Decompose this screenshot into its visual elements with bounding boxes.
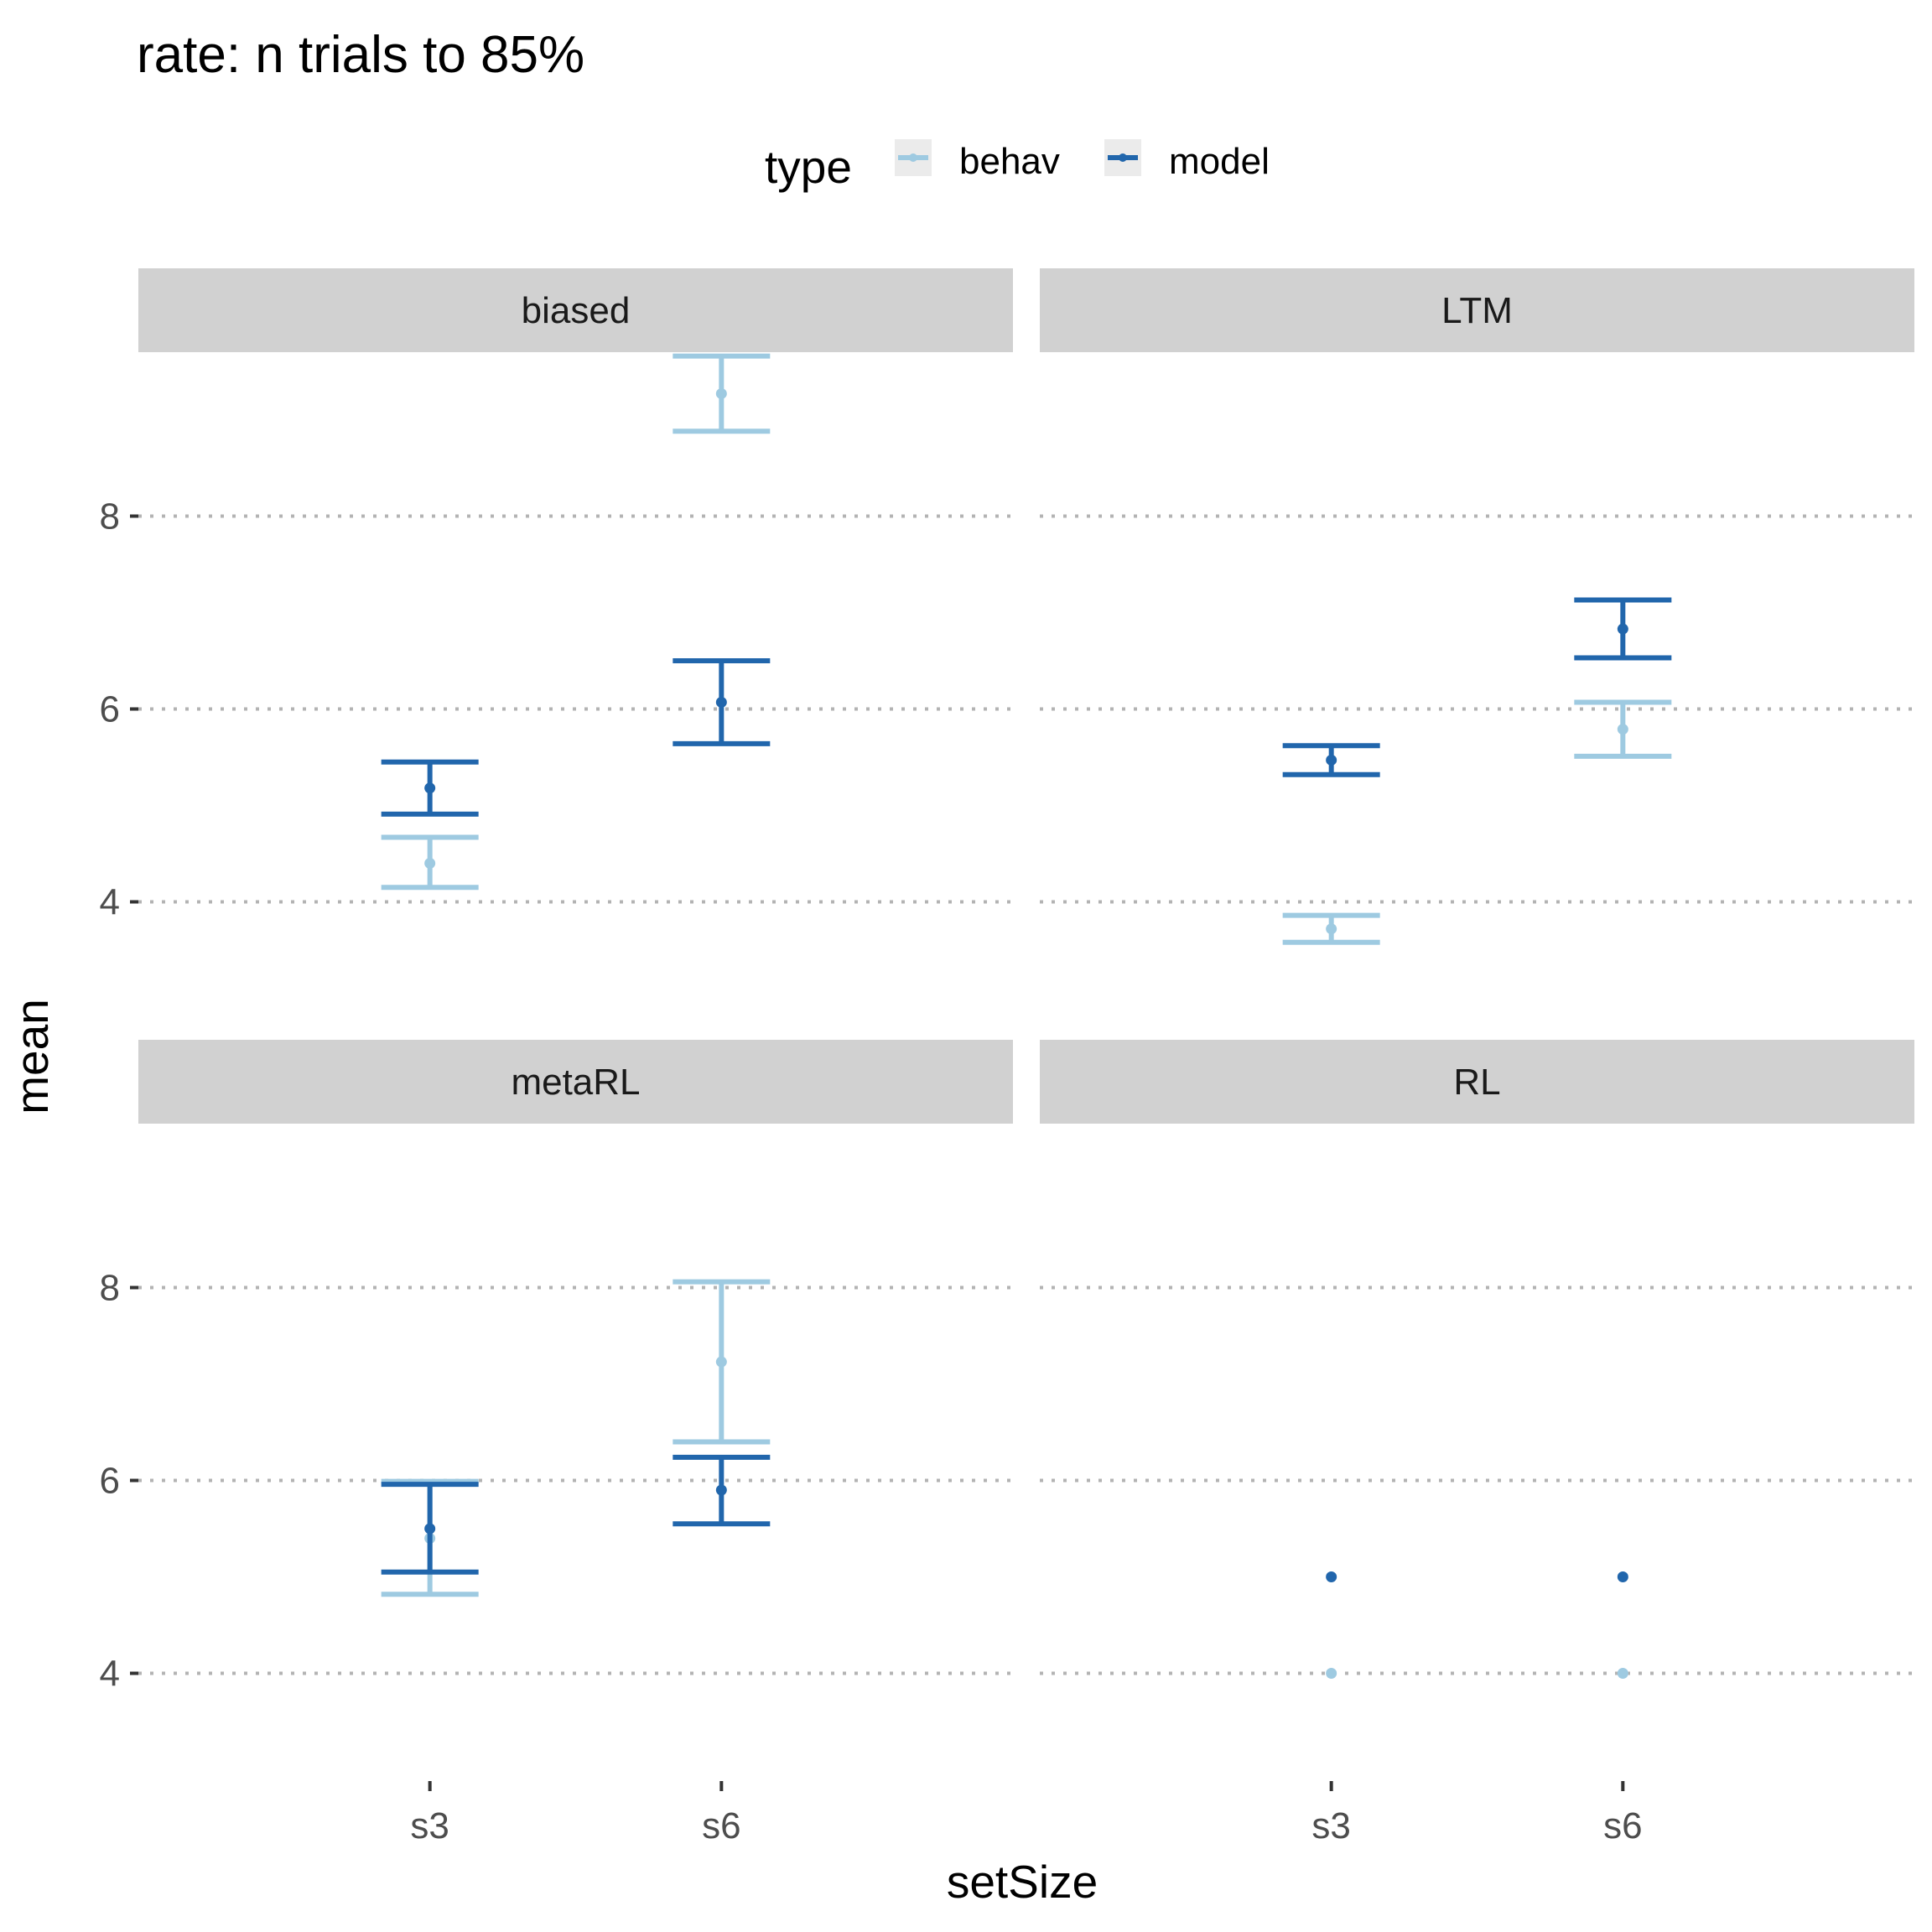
- facet-strip: [1040, 268, 1914, 352]
- x-tick-label: s6: [1603, 1805, 1642, 1846]
- legend-item-model: model: [1104, 139, 1270, 182]
- errorbar-behav-s3: [1326, 1668, 1337, 1679]
- legend-key-point: [1119, 153, 1127, 162]
- errorbar-model-s6: [673, 1454, 771, 1527]
- mean-point: [424, 858, 436, 869]
- mean-point: [715, 1356, 727, 1368]
- errorbar-model-s3: [381, 759, 479, 817]
- legend-key-point: [909, 153, 917, 162]
- errorbar-behav-s6: [1574, 699, 1672, 759]
- facet-metaRL: metaRL 4 6 8 s3 s6: [100, 1040, 1013, 1846]
- errorbar-model-s6: [1617, 1571, 1628, 1582]
- facet-biased: biased 4 6 8: [100, 268, 1013, 923]
- errorbar-behav-s6: [673, 353, 771, 434]
- facet-LTM: LTM: [1040, 268, 1914, 945]
- mean-point: [1326, 1668, 1337, 1679]
- y-tick-label: 8: [100, 496, 120, 538]
- mean-point: [715, 1484, 727, 1496]
- errorbar-model-s6: [1574, 597, 1672, 661]
- x-axis-title: setSize: [947, 1856, 1098, 1908]
- legend-item-behav: behav: [895, 139, 1060, 182]
- y-tick-label: 6: [100, 1461, 120, 1502]
- mean-point: [715, 387, 727, 399]
- legend: type behav model: [765, 139, 1270, 193]
- errorbar-model-s3: [1326, 1571, 1337, 1582]
- errorbar-model-s3: [1282, 743, 1380, 777]
- mean-point: [424, 782, 436, 794]
- facet-strip-label: LTM: [1441, 290, 1513, 331]
- facet-strip: [1040, 1040, 1914, 1124]
- mean-point: [1326, 1571, 1337, 1582]
- y-tick-label: 6: [100, 689, 120, 730]
- y-tick-label: 4: [100, 1654, 120, 1695]
- facet-strip-label: biased: [522, 290, 631, 331]
- mean-point: [1326, 754, 1337, 766]
- mean-point: [1617, 724, 1628, 735]
- y-tick-label: 4: [100, 882, 120, 923]
- y-tick-label: 8: [100, 1268, 120, 1309]
- errorbar-model-s6: [673, 658, 771, 746]
- mean-point: [715, 696, 727, 708]
- errorbar-behav-s3: [381, 834, 479, 891]
- errorbar-model-s3: [381, 1482, 479, 1575]
- errorbar-behav-s3: [1282, 912, 1380, 945]
- facet-strip: [138, 268, 1013, 352]
- facet-strip: [138, 1040, 1013, 1124]
- x-tick-label: s3: [410, 1805, 449, 1846]
- mean-point: [1617, 1571, 1628, 1582]
- mean-point: [1326, 923, 1337, 935]
- legend-label-model: model: [1169, 141, 1270, 182]
- errorbar-behav-s6: [673, 1279, 771, 1445]
- mean-point: [424, 1523, 436, 1535]
- mean-point: [1617, 623, 1628, 635]
- facet-strip-label: metaRL: [511, 1062, 640, 1103]
- mean-point: [1617, 1668, 1628, 1679]
- facet-strip-label: RL: [1453, 1062, 1500, 1103]
- x-tick-label: s3: [1311, 1805, 1350, 1846]
- errorbar-behav-s6: [1617, 1668, 1628, 1679]
- legend-label-behav: behav: [959, 141, 1060, 182]
- x-tick-label: s6: [702, 1805, 740, 1846]
- chart-title: rate: n trials to 85%: [137, 26, 584, 84]
- facet-RL: RL s3 s6: [1040, 1040, 1914, 1846]
- y-axis-title: mean: [6, 999, 58, 1114]
- legend-title: type: [765, 141, 852, 193]
